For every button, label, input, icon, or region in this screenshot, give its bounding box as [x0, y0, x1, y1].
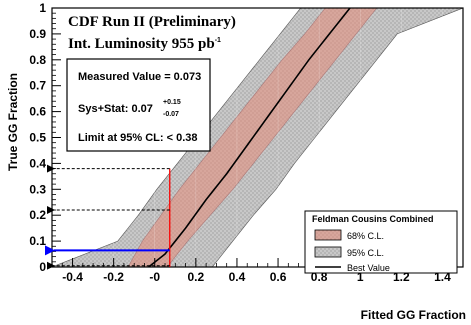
y-tick-label-9: 0.9 — [29, 27, 46, 41]
chart-title-line2: Int. Luminosity 955 pb-1 — [68, 36, 221, 52]
x-tick-label-2: -0 — [149, 270, 160, 284]
info-box: Measured Value = 0.073 Sys+Stat: 0.07 +0… — [66, 58, 211, 152]
y-tick-label-5: 0.5 — [29, 131, 46, 145]
legend-label-best: Best Value — [347, 263, 390, 273]
x-tick-label-4: 0.4 — [229, 270, 246, 284]
legend-label-68: 68% C.L. — [347, 231, 384, 241]
y-tick-label-8: 0.8 — [29, 53, 46, 67]
limit-text: Limit at 95% CL: < 0.38 — [78, 132, 198, 144]
legend: Feldman Cousins Combined 68% C.L. 95% C.… — [304, 210, 458, 274]
legend-swatch-68 — [314, 229, 342, 241]
sys-stat-sub: -0.07 — [163, 111, 179, 118]
sys-stat-text: Sys+Stat: 0.07 — [78, 103, 153, 115]
sys-stat-sup: +0.15 — [163, 99, 181, 106]
y-tick-label-1: 0.1 — [29, 234, 46, 248]
best-value-line — [148, 8, 351, 267]
measured-value-text: Measured Value = 0.073 — [78, 71, 201, 83]
y-axis-title: True GG Fraction — [6, 73, 20, 171]
x-tick-label-5: 0.6 — [270, 270, 287, 284]
y-tick-label-4: 0.4 — [29, 156, 46, 170]
x-tick-label-3: 0.2 — [188, 270, 205, 284]
y-tick-label-7: 0.7 — [29, 79, 46, 93]
legend-title: Feldman Cousins Combined — [312, 214, 434, 224]
y-tick-label-0: 0 — [39, 260, 46, 274]
chart-title-line1: CDF Run II (Preliminary) — [68, 14, 236, 30]
legend-label-95: 95% C.L. — [347, 248, 384, 258]
legend-swatch-95 — [314, 246, 342, 258]
x-tick-label-7: 1 — [357, 270, 364, 284]
y-tick-label-2: 0.2 — [29, 208, 46, 222]
x-axis-title: Fitted GG Fraction — [361, 308, 466, 322]
y-tick-label-10: 1 — [39, 1, 46, 15]
y-tick-label-6: 0.6 — [29, 105, 46, 119]
y-tick-label-3: 0.3 — [29, 182, 46, 196]
x-tick-label-1: -0.2 — [103, 270, 124, 284]
x-tick-label-0: -0.4 — [62, 270, 83, 284]
